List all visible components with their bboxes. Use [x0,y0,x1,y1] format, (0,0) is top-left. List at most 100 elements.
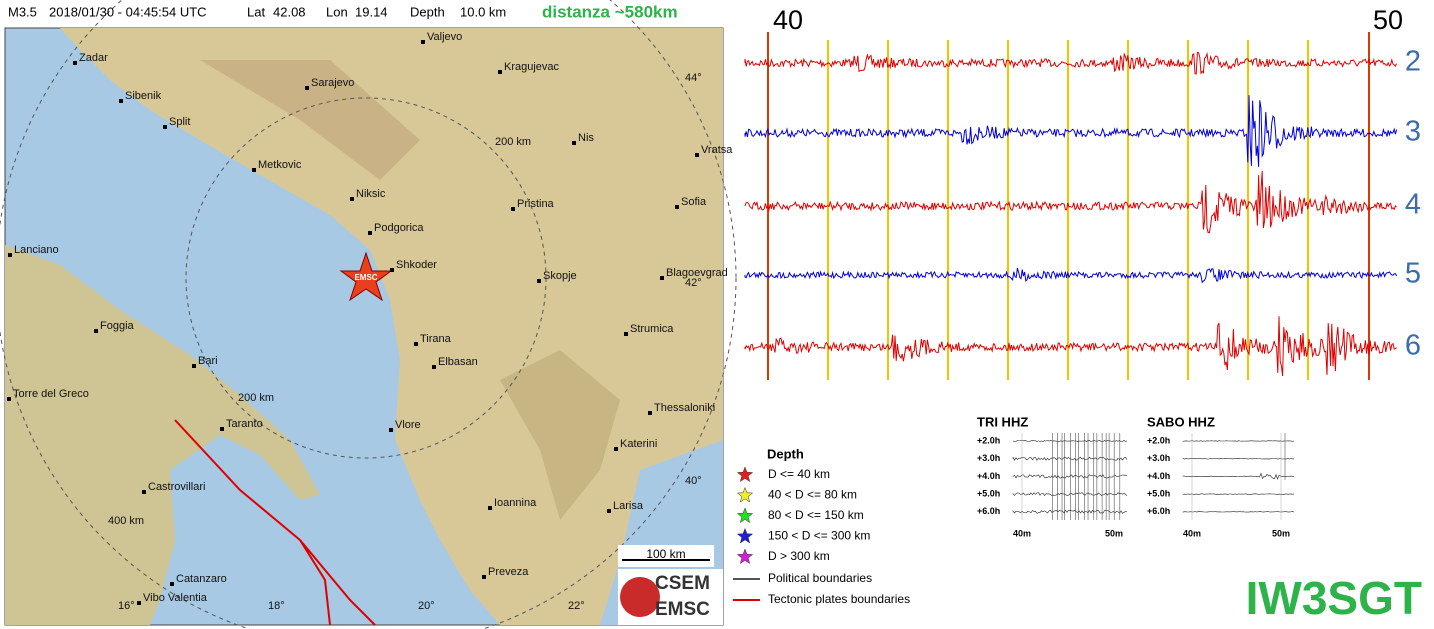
helicorder-title: TRI HHZ [977,414,1028,429]
city-label: Blagoevgrad [666,267,728,279]
legend-item: 150 < D <= 300 km [768,529,870,543]
city-dot [675,205,679,209]
legend-item: 80 < D <= 150 km [768,508,864,522]
tectonic-line [299,539,376,626]
helicorder-x-label: 50m [1105,528,1123,538]
city-label: Lanciano [14,244,59,256]
lat: 42.08 [273,4,306,19]
city-label: Preveza [488,566,529,578]
city-dot [94,329,98,333]
city-label: Taranto [226,418,263,430]
city-label: Niksic [356,188,386,200]
helicorder-trace [1182,440,1295,442]
lon-label: 16° [118,600,135,612]
city-dot [537,279,541,283]
city-dot [7,397,11,401]
helicorder-row-label: +2.0h [1147,435,1170,445]
city-label: Zadar [79,52,108,64]
legend-item: 40 < D <= 80 km [768,488,857,502]
helicorder-row-label: +3.0h [1147,453,1170,463]
logo-text: EMSC [655,599,710,620]
city-dot [163,125,167,129]
helicorder-row-label: +4.0h [977,471,1000,481]
city-label: Shkoder [396,259,437,271]
legend-star [736,507,754,524]
helicorder-trace [1182,472,1294,480]
depth: 10.0 km [460,4,506,19]
trace [744,95,1398,167]
city-label: Metkovic [258,159,302,171]
trace [744,170,1397,234]
city-dot [389,428,393,432]
scale-box [618,545,714,567]
city-label: Skopje [543,270,577,282]
helicorder-trace [1012,492,1128,496]
city-dot [220,427,224,431]
helicorder-row-label: +5.0h [1147,488,1170,498]
city-dot [119,99,123,103]
city-label: Catanzaro [176,573,227,585]
city-label: Castrovillari [148,481,205,493]
city-label: Sibenik [125,90,162,102]
helicorder-row-label: +6.0h [1147,506,1170,516]
helicorder-row-label: +2.0h [977,435,1000,445]
city-label: Torre del Greco [13,388,89,400]
city-dot [498,70,502,74]
city-label: Sofia [681,196,707,208]
city-dot [488,506,492,510]
relief [500,350,620,520]
depth-label: Depth [410,4,445,19]
city-label: Pristina [517,198,555,210]
city-dot [607,509,611,513]
logo-globe [620,577,660,617]
legend-item: D > 300 km [768,549,830,563]
lat-label: 40° [685,475,702,487]
helicorder-trace [1012,456,1128,461]
city-label: Split [169,116,190,128]
legend-item: D <= 40 km [768,467,830,481]
city-label: Vratsa [701,144,733,156]
helicorder-trace [1012,474,1128,479]
trace-label: 3 [1405,116,1421,148]
legend-star [736,466,754,483]
helicorder-title: SABO HHZ [1147,414,1215,429]
trace [744,316,1397,377]
helicorder-row-label: +5.0h [977,488,1000,498]
city-dot [252,168,256,172]
helicorder-x-label: 50m [1272,528,1290,538]
helicorder-trace [1012,509,1128,514]
city-dot [511,207,515,211]
city-label: Thessaloniki [654,402,715,414]
city-dot [421,40,425,44]
city-label: Vlore [395,419,421,431]
city-label: Foggia [100,320,135,332]
legend-star [736,486,754,503]
city-dot [305,86,309,90]
ring [185,97,547,459]
helicorder-row-label: +4.0h [1147,471,1170,481]
city-dot [170,582,174,586]
lat-label: Lat [247,4,265,19]
city-label: Elbasan [438,356,478,368]
city-dot [390,268,394,272]
helicorder-row-label: +6.0h [977,506,1000,516]
city-dot [73,61,77,65]
city-label: Bari [198,355,218,367]
trace-label: 4 [1405,189,1421,221]
legend-boundary: Tectonic plates boundaries [768,592,910,606]
city-label: Kragujevac [504,61,560,73]
city-dot [482,575,486,579]
city-label: Larisa [613,500,644,512]
helicorder-x-label: 40m [1183,528,1201,538]
helicorder-x-label: 40m [1013,528,1031,538]
distance: distanza ~580km [542,2,678,21]
callsign: IW3SGT [1246,572,1422,624]
trace-label: 2 [1405,46,1421,78]
relief [200,60,420,180]
legend-title: Depth [767,446,804,461]
city-label: Podgorica [374,222,424,234]
lon-label: 22° [568,600,585,612]
city-dot [192,364,196,368]
city-dot [624,332,628,336]
